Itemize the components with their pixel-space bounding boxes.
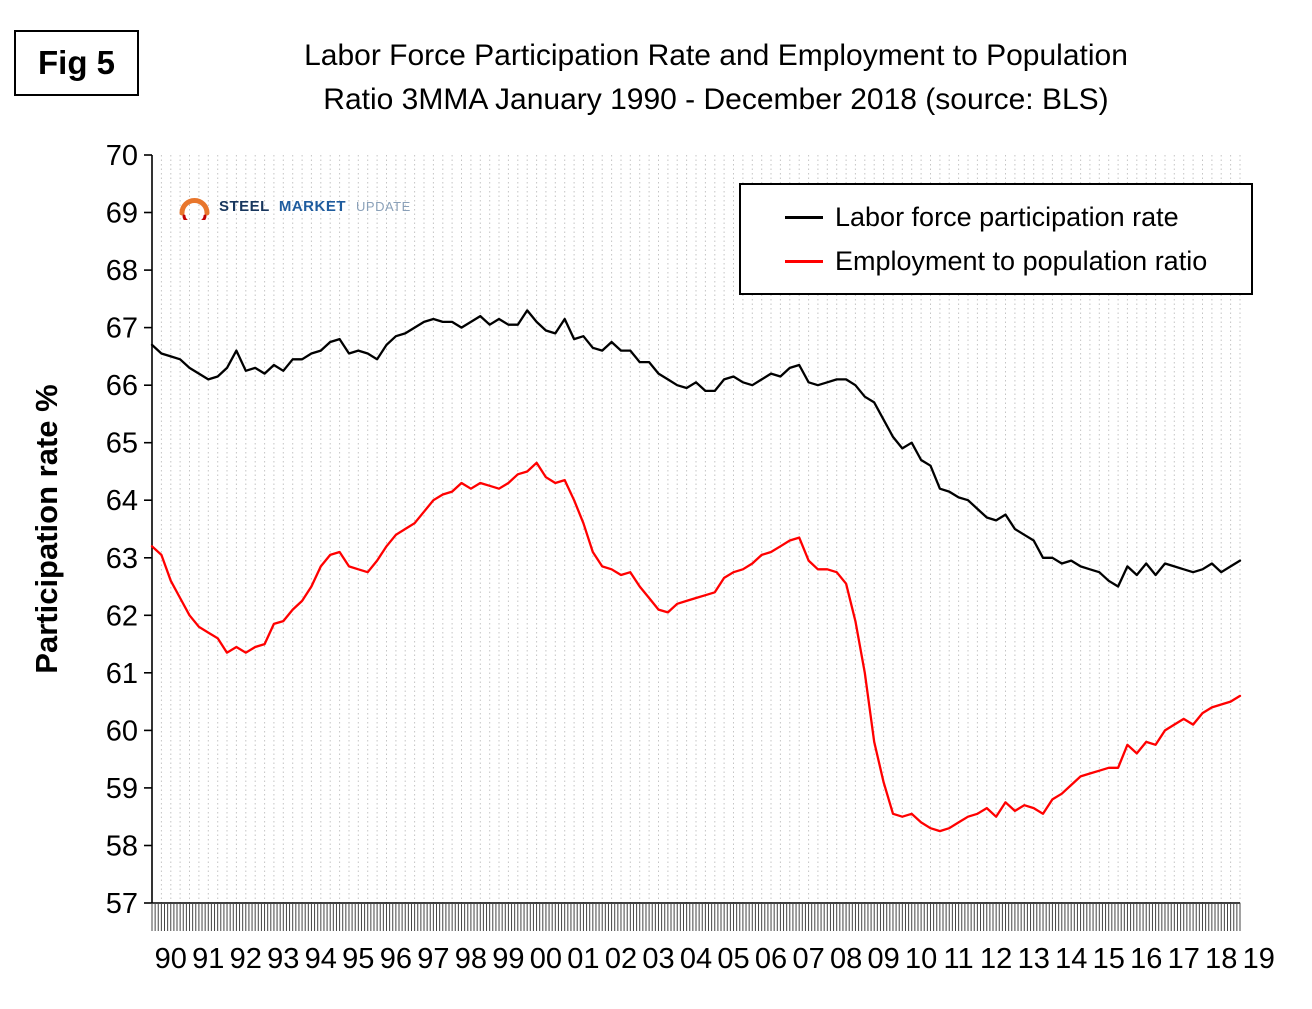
svg-text:10: 10 [905,943,937,975]
legend-label-lfpr: Labor force participation rate [835,201,1179,232]
svg-text:07: 07 [792,943,824,975]
svg-text:08: 08 [830,943,862,975]
logo-word-update: UPDATE [356,198,411,214]
svg-text:06: 06 [755,943,787,975]
svg-text:18: 18 [1205,943,1237,975]
svg-text:63: 63 [106,543,138,575]
svg-text:16: 16 [1130,943,1162,975]
svg-text:99: 99 [492,943,524,975]
svg-text:69: 69 [106,198,138,230]
svg-text:02: 02 [605,943,637,975]
chart-title-line2: Ratio 3MMA January 1990 - December 2018 … [323,82,1109,116]
svg-text:64: 64 [106,485,138,517]
svg-text:97: 97 [417,943,449,975]
svg-text:92: 92 [230,943,262,975]
legend-item-lfpr: Labor force participation rate [785,195,1241,239]
svg-text:67: 67 [106,313,138,345]
svg-text:59: 59 [106,773,138,805]
legend-label-epr: Employment to population ratio [835,245,1208,276]
svg-text:01: 01 [567,943,599,975]
legend: Labor force participation rate Employmen… [739,183,1253,295]
svg-text:57: 57 [106,888,138,920]
smu-swoosh-icon [179,198,210,220]
logo-word-market: MARKET [278,197,347,215]
svg-text:17: 17 [1168,943,1200,975]
svg-text:98: 98 [455,943,487,975]
svg-text:58: 58 [106,830,138,862]
svg-text:03: 03 [642,943,674,975]
svg-text:90: 90 [155,943,187,975]
svg-text:13: 13 [1018,943,1050,975]
logo-word-steel: STEEL [219,197,270,215]
svg-text:91: 91 [192,943,224,975]
legend-item-epr: Employment to population ratio [785,239,1241,283]
svg-text:04: 04 [680,943,712,975]
svg-text:70: 70 [106,140,138,172]
legend-line-sample-black [785,215,823,219]
svg-text:93: 93 [267,943,299,975]
svg-text:61: 61 [106,658,138,690]
svg-text:19: 19 [1243,943,1275,975]
figure-label: Fig 5 [14,30,140,96]
svg-text:95: 95 [342,943,374,975]
legend-line-sample-red [785,259,823,263]
y-axis-label: Participation rate % [29,384,64,674]
chart-title: Labor Force Participation Rate and Emplo… [150,34,1282,121]
steel-market-update-logo: STEEL MARKET UPDATE [176,192,411,220]
svg-text:60: 60 [106,715,138,747]
svg-text:14: 14 [1055,943,1087,975]
figure-label-text: Fig 5 [38,44,116,81]
svg-text:09: 09 [867,943,899,975]
svg-text:62: 62 [106,600,138,632]
svg-text:65: 65 [106,428,138,460]
svg-text:00: 00 [530,943,562,975]
svg-text:05: 05 [717,943,749,975]
svg-text:12: 12 [980,943,1012,975]
chart-title-line1: Labor Force Participation Rate and Emplo… [304,39,1128,72]
svg-text:94: 94 [305,943,337,975]
svg-text:68: 68 [106,255,138,287]
svg-text:66: 66 [106,370,138,402]
svg-text:15: 15 [1093,943,1125,975]
svg-text:96: 96 [380,943,412,975]
svg-text:11: 11 [944,943,974,975]
